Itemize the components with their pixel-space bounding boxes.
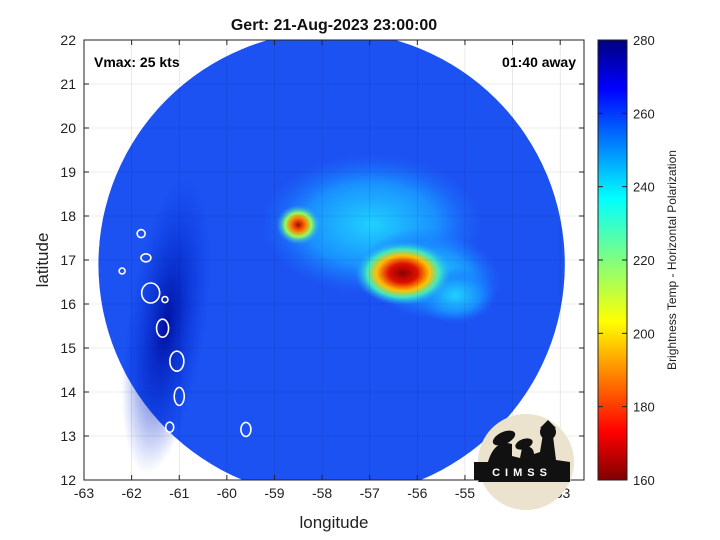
island-outline <box>161 295 169 304</box>
y-tick-label: 17 <box>60 252 76 268</box>
vmax-annotation: Vmax: 25 kts <box>94 54 180 70</box>
x-tick-label: -56 <box>407 485 427 501</box>
x-tick-label: -63 <box>74 485 94 501</box>
colorbar-tick-label: 260 <box>633 106 655 121</box>
y-axis-ticks: 12 13 14 15 16 17 18 19 20 21 22 <box>60 32 584 488</box>
y-tick-label: 13 <box>60 428 76 444</box>
x-axis-label: longitude <box>299 513 368 532</box>
swath-layer <box>87 40 565 480</box>
colorbar-tick-label: 180 <box>633 400 655 415</box>
island-outline <box>142 469 150 480</box>
colorbar-tick-label: 200 <box>633 326 655 341</box>
dish-antenna-icon <box>492 430 516 446</box>
logo-text: CIMSS <box>492 467 552 479</box>
colorbar-tick-label: 160 <box>633 473 655 488</box>
x-tick-label: -61 <box>169 485 189 501</box>
island-outline <box>164 421 175 434</box>
logo-band <box>474 462 570 480</box>
cold-sea-streak <box>121 175 212 474</box>
island-outline <box>173 386 186 407</box>
dish-antenna-icon <box>515 438 533 450</box>
cimss-logo: CIMSS <box>474 414 574 510</box>
y-tick-label: 20 <box>60 120 76 136</box>
island-outline <box>118 267 126 275</box>
y-tick-label: 14 <box>60 384 76 400</box>
y-tick-label: 21 <box>60 76 76 92</box>
x-tick-label: -57 <box>360 485 380 501</box>
island-outline <box>169 350 185 373</box>
y-tick-label: 22 <box>60 32 76 48</box>
y-tick-label: 12 <box>60 472 76 488</box>
x-tick-label: -62 <box>122 485 142 501</box>
feature-core <box>355 241 452 306</box>
y-tick-label: 16 <box>60 296 76 312</box>
island-outline <box>140 282 161 304</box>
island-outline <box>240 421 252 438</box>
x-tick-label: -59 <box>264 485 284 501</box>
x-tick-label: -60 <box>217 485 237 501</box>
y-tick-label: 15 <box>60 340 76 356</box>
chart-title: Gert: 21-Aug-2023 23:00:00 <box>231 17 437 34</box>
feature-north <box>276 204 321 245</box>
colorbar-ticks: 160 180 200 220 240 260 280 <box>598 33 655 488</box>
x-tick-label: -58 <box>312 485 332 501</box>
island-outlines <box>87 228 252 480</box>
x-tick-label: -55 <box>455 485 475 501</box>
water-tower-icon <box>540 424 556 440</box>
colorbar-tick-label: 240 <box>633 180 655 195</box>
island-outline <box>140 252 152 263</box>
island-outline <box>87 237 100 252</box>
colorbar-tick-label: 280 <box>633 33 655 48</box>
colorbar-label: Brightness Temp - Horizontal Polarizatio… <box>665 150 679 370</box>
island-outline <box>155 318 170 339</box>
y-axis-label: latitude <box>33 233 52 288</box>
y-tick-label: 18 <box>60 208 76 224</box>
colorbar-tick-label: 220 <box>633 253 655 268</box>
island-outline <box>136 228 146 239</box>
time-away-annotation: 01:40 away <box>502 54 576 70</box>
y-tick-label: 19 <box>60 164 76 180</box>
